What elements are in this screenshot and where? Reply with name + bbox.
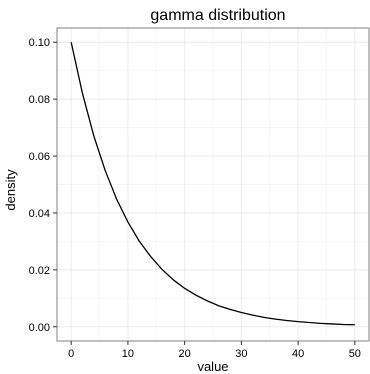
x-tick-label: 40 <box>292 348 304 360</box>
x-tick-label: 50 <box>349 348 361 360</box>
y-axis-label: density <box>3 169 18 211</box>
x-tick-label: 0 <box>68 348 74 360</box>
axis-ticks: 0 10 20 30 40 50 0.00 0.02 0.04 0.06 0.08 0.10 <box>29 37 361 360</box>
y-tick-label: 0.04 <box>29 208 50 220</box>
y-tick-label: 0.06 <box>29 151 50 163</box>
density-curve <box>70 42 355 326</box>
y-tick-label: 0.00 <box>29 322 50 334</box>
series-lines <box>70 42 355 326</box>
y-tick-label: 0.02 <box>29 265 50 277</box>
x-tick-label: 30 <box>235 348 247 360</box>
y-tick-label: 0.10 <box>29 37 50 49</box>
y-tick-label: 0.08 <box>29 94 50 106</box>
grid <box>57 28 369 341</box>
x-tick-label: 10 <box>122 348 134 360</box>
x-axis-label: value <box>197 359 228 374</box>
chart-title: gamma distribution <box>150 7 285 24</box>
x-tick-label: 20 <box>179 348 191 360</box>
plot-panel-border <box>56 27 370 342</box>
